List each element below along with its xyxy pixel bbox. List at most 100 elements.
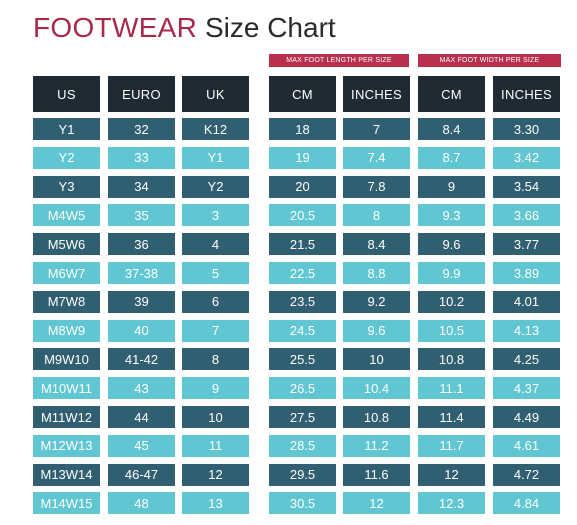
- cell-width-inches: 4.13: [493, 319, 560, 342]
- cell-euro: 35: [108, 204, 175, 227]
- cell-width-inches: 3.66: [493, 204, 560, 227]
- cell-us: M7W8: [33, 290, 100, 313]
- cell-us: M9W10: [33, 348, 100, 371]
- col-header-uk: UK: [182, 76, 249, 112]
- cell-euro: 32: [108, 118, 175, 140]
- cell-length-inches: 8: [343, 204, 410, 227]
- cell-euro: 33: [108, 146, 175, 169]
- cell-euro: 46-47: [108, 463, 175, 486]
- cell-width-inches: 4.37: [493, 377, 560, 400]
- cell-width-inches: 4.61: [493, 434, 560, 457]
- cell-us: M10W11: [33, 377, 100, 400]
- cell-width-cm: 8.7: [418, 146, 485, 169]
- cell-width-inches: 3.30: [493, 118, 560, 140]
- cell-length-inches: 10: [343, 348, 410, 371]
- cell-euro: 39: [108, 290, 175, 313]
- cell-width-cm: 12: [418, 463, 485, 486]
- cell-width-cm: 9.6: [418, 233, 485, 256]
- cell-uk: 9: [182, 377, 249, 400]
- cell-uk: 8: [182, 348, 249, 371]
- cell-width-cm: 10.2: [418, 290, 485, 313]
- cell-length-cm: 30.5: [269, 492, 336, 515]
- group-label-length: MAX FOOT LENGTH PER SIZE: [269, 54, 409, 67]
- cell-length-cm: 24.5: [269, 319, 336, 342]
- cell-length-cm: 26.5: [269, 377, 336, 400]
- cell-uk: 3: [182, 204, 249, 227]
- col-header-us: US: [33, 76, 100, 112]
- cell-length-cm: 21.5: [269, 233, 336, 256]
- cell-us: Y3: [33, 175, 100, 198]
- cell-length-inches: 10.4: [343, 377, 410, 400]
- col-header-width-cm: CM: [418, 76, 485, 112]
- col-header-length-inches: INCHES: [343, 76, 410, 112]
- cell-length-cm: 19: [269, 146, 336, 169]
- cell-length-inches: 7.4: [343, 146, 410, 169]
- cell-us: M14W15: [33, 492, 100, 515]
- col-header-width-inches: INCHES: [493, 76, 560, 112]
- cell-length-cm: 18: [269, 118, 336, 140]
- cell-length-cm: 20.5: [269, 204, 336, 227]
- cell-width-inches: 3.89: [493, 262, 560, 284]
- cell-euro: 48: [108, 492, 175, 515]
- cell-length-inches: 8.8: [343, 262, 410, 284]
- cell-width-inches: 4.01: [493, 290, 560, 313]
- cell-length-cm: 25.5: [269, 348, 336, 371]
- cell-length-inches: 10.8: [343, 406, 410, 428]
- cell-us: M11W12: [33, 406, 100, 428]
- cell-uk: 7: [182, 319, 249, 342]
- cell-euro: 34: [108, 175, 175, 198]
- cell-uk: 12: [182, 463, 249, 486]
- cell-width-inches: 3.54: [493, 175, 560, 198]
- cell-width-cm: 11.1: [418, 377, 485, 400]
- cell-length-inches: 8.4: [343, 233, 410, 256]
- cell-length-inches: 12: [343, 492, 410, 515]
- cell-width-inches: 3.77: [493, 233, 560, 256]
- cell-length-inches: 11.6: [343, 463, 410, 486]
- cell-us: M4W5: [33, 204, 100, 227]
- cell-uk: 5: [182, 262, 249, 284]
- cell-width-cm: 11.4: [418, 406, 485, 428]
- cell-width-cm: 9.9: [418, 262, 485, 284]
- cell-euro: 40: [108, 319, 175, 342]
- cell-length-cm: 27.5: [269, 406, 336, 428]
- cell-us: M12W13: [33, 434, 100, 457]
- cell-us: Y1: [33, 118, 100, 140]
- cell-length-inches: 7.8: [343, 175, 410, 198]
- col-header-euro: EURO: [108, 76, 175, 112]
- cell-length-inches: 9.2: [343, 290, 410, 313]
- cell-us: M13W14: [33, 463, 100, 486]
- cell-uk: 13: [182, 492, 249, 515]
- cell-width-cm: 10.5: [418, 319, 485, 342]
- cell-euro: 36: [108, 233, 175, 256]
- cell-width-inches: 4.25: [493, 348, 560, 371]
- cell-us: M6W7: [33, 262, 100, 284]
- cell-euro: 45: [108, 434, 175, 457]
- cell-length-inches: 11.2: [343, 434, 410, 457]
- cell-us: Y2: [33, 146, 100, 169]
- cell-width-cm: 9: [418, 175, 485, 198]
- cell-length-cm: 28.5: [269, 434, 336, 457]
- group-label-width: MAX FOOT WIDTH PER SIZE: [418, 54, 561, 67]
- cell-width-cm: 8.4: [418, 118, 485, 140]
- cell-width-inches: 4.84: [493, 492, 560, 515]
- cell-width-cm: 11.7: [418, 434, 485, 457]
- cell-width-cm: 12.3: [418, 492, 485, 515]
- cell-euro: 41-42: [108, 348, 175, 371]
- cell-uk: 11: [182, 434, 249, 457]
- cell-uk: 10: [182, 406, 249, 428]
- title-footwear: FOOTWEAR: [33, 12, 198, 43]
- cell-euro: 37-38: [108, 262, 175, 284]
- cell-length-cm: 29.5: [269, 463, 336, 486]
- cell-length-cm: 22.5: [269, 262, 336, 284]
- cell-length-cm: 23.5: [269, 290, 336, 313]
- cell-length-cm: 20: [269, 175, 336, 198]
- cell-width-inches: 4.72: [493, 463, 560, 486]
- cell-width-inches: 3.42: [493, 146, 560, 169]
- cell-euro: 44: [108, 406, 175, 428]
- title-size-chart: Size Chart: [204, 12, 336, 43]
- cell-uk: 6: [182, 290, 249, 313]
- cell-uk: 4: [182, 233, 249, 256]
- page-title: FOOTWEAR Size Chart: [33, 11, 336, 45]
- cell-length-inches: 9.6: [343, 319, 410, 342]
- cell-uk: K12: [182, 118, 249, 140]
